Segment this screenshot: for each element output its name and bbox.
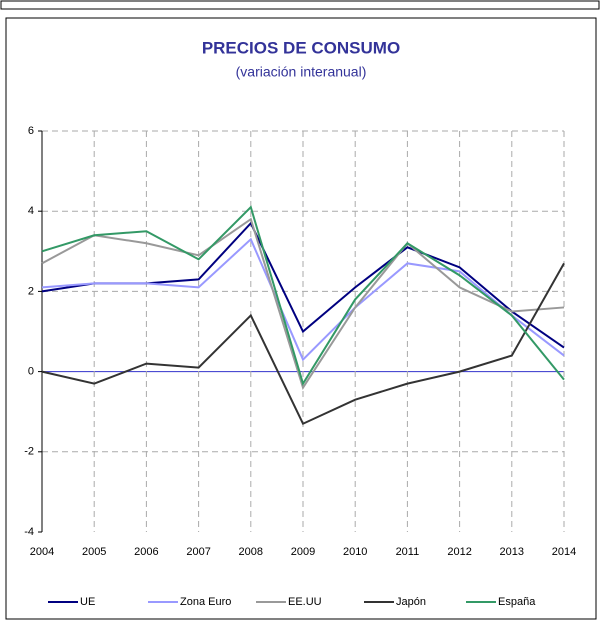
x-tick-label: 2013 xyxy=(500,546,524,558)
chart-frame xyxy=(5,17,597,620)
legend-label: Japón xyxy=(396,596,426,608)
series-line xyxy=(41,237,565,362)
x-tick-label: 2011 xyxy=(396,546,420,558)
legend-label: Zona Euro xyxy=(180,596,231,608)
y-tick-label: 2 xyxy=(28,285,34,297)
x-tick-label: 2010 xyxy=(343,546,367,558)
x-tick-label: 2005 xyxy=(82,546,106,558)
x-tick-label: 2012 xyxy=(447,546,471,558)
x-tick-label: 2014 xyxy=(552,546,576,558)
y-tick-label: 0 xyxy=(28,366,34,378)
y-tick-label: -4 xyxy=(24,526,34,538)
y-tick-label: -2 xyxy=(24,446,34,458)
chart-subtitle: (variación interanual) xyxy=(236,64,367,80)
legend-label: España xyxy=(498,596,536,608)
series-line xyxy=(41,217,565,390)
top-frame xyxy=(0,0,600,10)
x-tick-label: 2009 xyxy=(291,546,315,558)
legend-label: EE.UU xyxy=(288,596,322,608)
series-line xyxy=(41,205,565,387)
y-tick-label: 4 xyxy=(28,205,34,217)
series-line xyxy=(41,262,565,426)
y-tick-label: 6 xyxy=(28,125,34,137)
x-tick-label: 2006 xyxy=(134,546,158,558)
chart-title: PRECIOS DE CONSUMO xyxy=(202,38,400,57)
x-tick-label: 2004 xyxy=(30,546,54,558)
x-tick-label: 2008 xyxy=(239,546,263,558)
x-tick-label: 2007 xyxy=(186,546,210,558)
legend-label: UE xyxy=(80,596,95,608)
